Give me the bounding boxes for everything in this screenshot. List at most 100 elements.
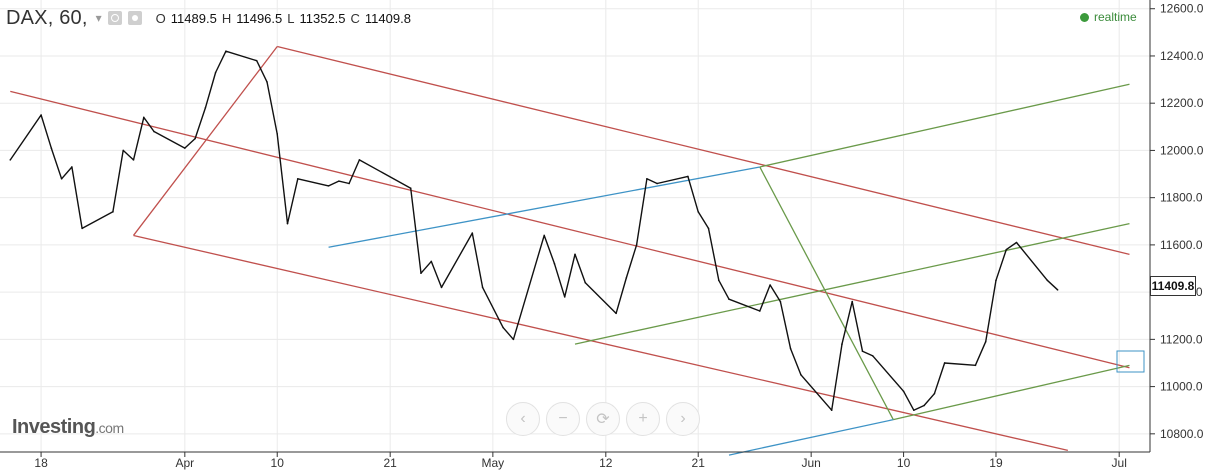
close-label: C <box>350 10 360 26</box>
price-series <box>9 50 1059 412</box>
price-point <box>717 279 720 282</box>
price-point <box>512 338 515 341</box>
y-tick-label: 12400.0 <box>1160 49 1204 63</box>
price-point <box>194 137 196 140</box>
y-tick-label: 11800.0 <box>1160 191 1203 205</box>
trend-overlays[interactable] <box>10 45 1130 456</box>
red-anchor-line[interactable] <box>132 46 278 236</box>
scroll-left-button[interactable]: ‹ <box>506 402 540 436</box>
price-point <box>563 296 566 298</box>
zoom-in-button[interactable]: + <box>626 402 660 436</box>
y-tick-label: 10800.0 <box>1160 427 1204 441</box>
red-channel-lower-line[interactable] <box>133 234 1069 451</box>
close-value: 11409.8 <box>364 10 411 26</box>
price-point <box>913 409 915 412</box>
x-tick-label: 10 <box>271 456 285 470</box>
price-point <box>327 185 330 187</box>
low-value: 11352.5 <box>299 10 346 26</box>
price-point <box>122 149 125 152</box>
price-point <box>440 286 443 289</box>
grid-lines <box>0 0 1150 452</box>
price-point <box>50 147 53 149</box>
price-point <box>60 177 63 180</box>
chevron-left-icon: ‹ <box>520 410 526 427</box>
price-point <box>266 81 268 83</box>
blue-line-lower-line[interactable] <box>728 419 894 456</box>
green-fork-upper-line[interactable] <box>759 83 1130 168</box>
price-point <box>769 284 771 286</box>
high-value: 11496.5 <box>236 10 283 26</box>
price-point <box>851 300 854 303</box>
price-point <box>830 409 833 412</box>
high-label: H <box>221 10 232 26</box>
price-point <box>707 227 710 230</box>
price-line <box>9 50 1059 411</box>
price-point <box>933 392 936 395</box>
price-point <box>1015 241 1018 244</box>
red-channel-middle-line[interactable] <box>10 90 1130 369</box>
symbol-label[interactable]: DAX, 60, <box>6 6 88 29</box>
y-axis: 12600.0 12400.0 12200.0 12000.0 11800.0 11600… <box>1149 0 1204 452</box>
chevron-down-icon[interactable]: ▾ <box>95 11 102 25</box>
x-tick-label: Apr <box>175 456 194 470</box>
x-tick-label: 10 <box>897 456 911 470</box>
green-fork-median-line[interactable] <box>574 223 1130 345</box>
zoom-out-button[interactable]: − <box>546 402 580 436</box>
investing-logo: Investing.com <box>12 416 124 439</box>
price-point <box>40 114 42 116</box>
green-fork-lower-line[interactable] <box>893 364 1130 421</box>
low-label: L <box>287 10 295 26</box>
chart-legend: DAX, 60, ▾ O 11489.5 H 11496.5 L 11352.5… <box>6 6 411 30</box>
green-handle-line[interactable] <box>759 166 894 420</box>
x-tick-label: Jul <box>1112 456 1127 470</box>
visibility-icon[interactable] <box>107 11 122 25</box>
open-value: 11489.5 <box>170 10 217 26</box>
y-tick-label: 12600.0 <box>1160 2 1204 16</box>
realtime-label: realtime <box>1094 10 1137 24</box>
selection-marker[interactable] <box>1116 350 1145 373</box>
y-tick-label: 12000.0 <box>1160 143 1204 157</box>
status-dot-icon <box>1080 12 1089 22</box>
price-point <box>728 298 730 301</box>
price-point <box>481 286 484 289</box>
price-point <box>923 404 925 407</box>
price-point <box>789 348 792 350</box>
price-point <box>759 310 761 312</box>
price-point <box>625 277 628 279</box>
price-point <box>420 272 422 275</box>
price-point <box>995 279 997 282</box>
x-tick-label: 12 <box>599 456 613 470</box>
price-point <box>902 390 905 393</box>
blue-line-line[interactable] <box>328 166 760 248</box>
price-point <box>142 116 145 119</box>
price-point <box>184 147 186 149</box>
price-point <box>553 262 556 265</box>
settings-icon[interactable] <box>127 11 142 25</box>
red-channel-upper-line[interactable] <box>277 45 1130 255</box>
price-point <box>615 312 617 315</box>
price-point <box>502 326 504 329</box>
ohlc-values: O 11489.5 H 11496.5 L 11352.5 C 11409.8 <box>156 11 411 26</box>
y-tick-label: 11200.0 <box>1160 332 1203 346</box>
price-point <box>471 232 474 234</box>
price-point <box>800 373 802 376</box>
price-point <box>656 182 658 185</box>
x-tick-label: 21 <box>692 456 706 470</box>
price-point <box>81 227 83 230</box>
scroll-right-button[interactable]: › <box>666 402 700 436</box>
price-point <box>214 71 217 74</box>
price-point <box>974 364 977 367</box>
price-point <box>1046 279 1049 282</box>
price-point <box>204 107 207 109</box>
logo-suffix: .com <box>95 420 124 436</box>
x-axis: 18 Apr 10 21 May 12 21 Jun 10 19 Jul <box>0 451 1150 470</box>
price-point <box>1056 289 1059 291</box>
price-point <box>153 130 155 133</box>
price-point <box>1005 248 1008 251</box>
price-point <box>225 50 227 53</box>
x-tick-label: 19 <box>989 456 1003 470</box>
reset-button[interactable]: ⟳ <box>586 402 620 436</box>
y-tick-label: 11600.0 <box>1160 238 1203 252</box>
realtime-status: realtime <box>1080 10 1137 24</box>
